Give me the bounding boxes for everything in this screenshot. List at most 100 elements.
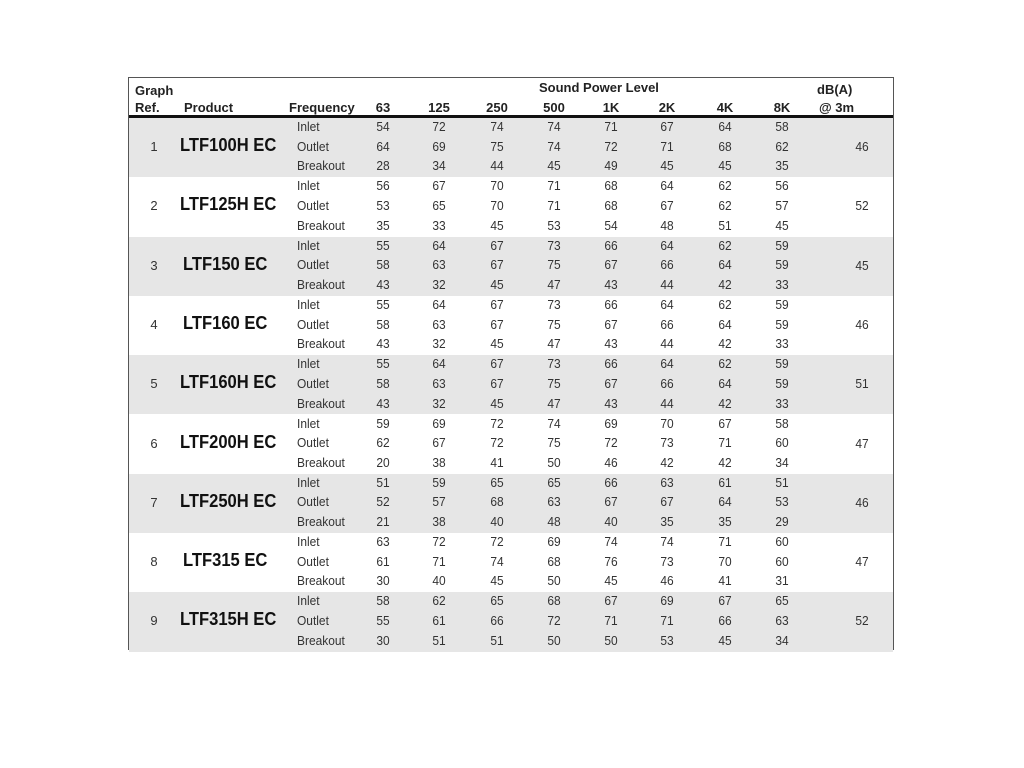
header-graph-ref: Graph xyxy=(135,83,174,98)
band-value: 66 xyxy=(604,237,618,253)
band-value: 61 xyxy=(376,553,390,569)
frequency-label: Inlet xyxy=(297,296,320,312)
band-value: 53 xyxy=(775,494,789,510)
band-value: 67 xyxy=(490,356,504,372)
band-value: 58 xyxy=(376,375,390,391)
band-value: 50 xyxy=(547,573,561,589)
product-group: 1 LTF100H EC 46 Inlet 54 72 74 74 71 67 64 58 Outlet… xyxy=(129,118,893,178)
band-value: 50 xyxy=(547,454,561,470)
band-value: 66 xyxy=(660,257,674,273)
band-value: 72 xyxy=(490,534,504,550)
band-value: 40 xyxy=(490,514,504,530)
band-value: 50 xyxy=(547,632,561,648)
band-value: 67 xyxy=(660,197,674,213)
band-value: 46 xyxy=(604,454,618,470)
band-value: 35 xyxy=(775,158,789,174)
band-value: 68 xyxy=(604,178,618,194)
band-value: 71 xyxy=(547,197,561,213)
band-value: 59 xyxy=(775,356,789,372)
band-value: 67 xyxy=(604,257,618,273)
band-value: 61 xyxy=(718,474,732,490)
band-value: 73 xyxy=(547,356,561,372)
frequency-label: Inlet xyxy=(297,534,320,550)
band-value: 73 xyxy=(660,553,674,569)
band-value: 62 xyxy=(718,237,732,253)
product-name: LTF150 EC xyxy=(183,253,268,274)
band-value: 72 xyxy=(490,415,504,431)
band-value: 51 xyxy=(718,217,732,233)
band-value: 71 xyxy=(718,435,732,451)
band-value: 74 xyxy=(547,138,561,154)
band-value: 69 xyxy=(604,415,618,431)
product-group: 2 LTF125H EC 52 Inlet 56 67 70 71 68 64 62 56 Outlet… xyxy=(129,177,893,236)
dba-value: 47 xyxy=(855,435,869,451)
band-value: 33 xyxy=(432,217,446,233)
band-value: 74 xyxy=(660,534,674,550)
dba-value: 46 xyxy=(855,139,869,154)
band-value: 45 xyxy=(547,158,561,174)
band-value: 75 xyxy=(490,138,504,154)
dba-value: 45 xyxy=(855,257,869,273)
band-value: 58 xyxy=(376,593,390,609)
frequency-label: Inlet xyxy=(297,178,320,194)
frequency-label: Outlet xyxy=(297,138,329,154)
frequency-label: Breakout xyxy=(297,573,345,589)
band-value: 67 xyxy=(604,494,618,510)
band-value: 63 xyxy=(432,257,446,273)
band-value: 62 xyxy=(432,593,446,609)
dba-value: 51 xyxy=(855,376,869,392)
product-name: LTF200H EC xyxy=(180,431,277,452)
band-value: 71 xyxy=(604,613,618,629)
band-value: 66 xyxy=(604,296,618,312)
band-value: 63 xyxy=(376,534,390,550)
band-value: 35 xyxy=(376,217,390,233)
band-value: 45 xyxy=(490,573,504,589)
band-value: 45 xyxy=(604,573,618,589)
graph-ref: 4 xyxy=(150,316,158,332)
header-product: Product xyxy=(184,100,234,115)
product-group: 9 LTF315H EC 52 Inlet 58 62 65 68 67 69 67 65 Outlet… xyxy=(129,592,893,652)
band-value: 45 xyxy=(490,395,504,411)
dba-value: 52 xyxy=(855,613,869,629)
band-value: 70 xyxy=(490,178,504,194)
band-value: 32 xyxy=(432,395,446,411)
band-value: 67 xyxy=(660,119,674,134)
band-value: 42 xyxy=(718,336,732,352)
band-value: 65 xyxy=(490,474,504,490)
band-value: 67 xyxy=(604,375,618,391)
band-value: 67 xyxy=(718,415,732,431)
band-value: 64 xyxy=(432,296,446,312)
band-value: 67 xyxy=(432,178,446,194)
band-value: 55 xyxy=(376,613,390,629)
band-value: 67 xyxy=(490,237,504,253)
band-value: 64 xyxy=(660,178,674,194)
band-value: 35 xyxy=(660,514,674,530)
product-name: LTF160H EC xyxy=(180,372,277,393)
band-value: 51 xyxy=(775,474,789,490)
band-value: 66 xyxy=(490,613,504,629)
band-value: 20 xyxy=(376,454,390,470)
band-value: 46 xyxy=(660,573,674,589)
band-value: 64 xyxy=(376,138,390,154)
band-value: 68 xyxy=(604,197,618,213)
band-value: 40 xyxy=(432,573,446,589)
band-value: 66 xyxy=(660,375,674,391)
header-band-4K: 4K xyxy=(716,100,734,115)
frequency-label: Outlet xyxy=(297,553,329,569)
band-value: 59 xyxy=(775,257,789,273)
band-value: 56 xyxy=(775,178,789,194)
band-value: 58 xyxy=(775,119,789,134)
band-value: 76 xyxy=(604,553,618,569)
band-value: 59 xyxy=(376,415,390,431)
band-value: 43 xyxy=(376,336,390,352)
product-group: 4 LTF160 EC 46 Inlet 55 64 67 73 66 64 62 59 Outlet 5… xyxy=(129,296,893,355)
band-value: 35 xyxy=(718,514,732,530)
header-band-250: 250 xyxy=(486,100,508,115)
band-value: 64 xyxy=(718,119,732,134)
band-value: 74 xyxy=(604,534,618,550)
band-value: 31 xyxy=(775,573,789,589)
frequency-label: Inlet xyxy=(297,474,320,490)
graph-ref: 2 xyxy=(150,198,158,214)
band-value: 71 xyxy=(547,178,561,194)
band-value: 69 xyxy=(432,415,446,431)
